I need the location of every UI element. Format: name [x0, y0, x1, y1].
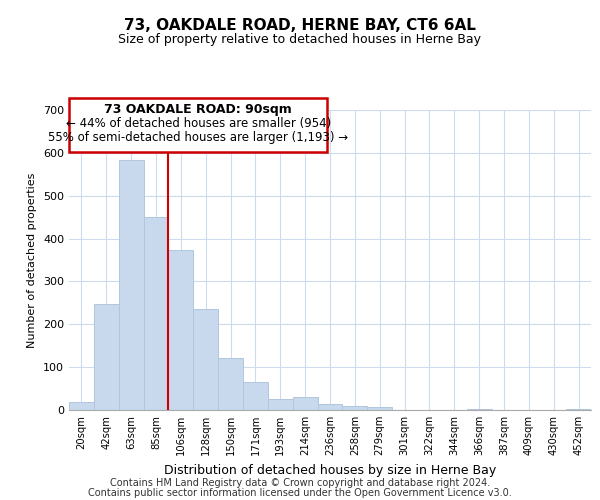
Bar [169, 250, 193, 410]
Y-axis label: Number of detached properties: Number of detached properties [28, 172, 37, 348]
Bar [94, 304, 119, 410]
Bar [467, 408, 491, 410]
Bar [69, 402, 94, 410]
Bar [143, 217, 169, 410]
Text: 73 OAKDALE ROAD: 90sqm: 73 OAKDALE ROAD: 90sqm [104, 102, 292, 116]
Bar [367, 406, 392, 410]
Bar [193, 309, 218, 410]
Text: Contains HM Land Registry data © Crown copyright and database right 2024.: Contains HM Land Registry data © Crown c… [110, 478, 490, 488]
Bar [119, 160, 143, 410]
Bar [343, 406, 367, 410]
Bar [293, 396, 317, 410]
Text: ← 44% of detached houses are smaller (954): ← 44% of detached houses are smaller (95… [65, 118, 331, 130]
X-axis label: Distribution of detached houses by size in Herne Bay: Distribution of detached houses by size … [164, 464, 496, 476]
Bar [218, 358, 243, 410]
Text: Contains public sector information licensed under the Open Government Licence v3: Contains public sector information licen… [88, 488, 512, 498]
Bar [566, 409, 591, 410]
Bar [268, 400, 293, 410]
Bar [243, 382, 268, 410]
Text: Size of property relative to detached houses in Herne Bay: Size of property relative to detached ho… [119, 32, 482, 46]
Text: 73, OAKDALE ROAD, HERNE BAY, CT6 6AL: 73, OAKDALE ROAD, HERNE BAY, CT6 6AL [124, 18, 476, 32]
Bar [317, 404, 343, 410]
Text: 55% of semi-detached houses are larger (1,193) →: 55% of semi-detached houses are larger (… [48, 132, 348, 144]
